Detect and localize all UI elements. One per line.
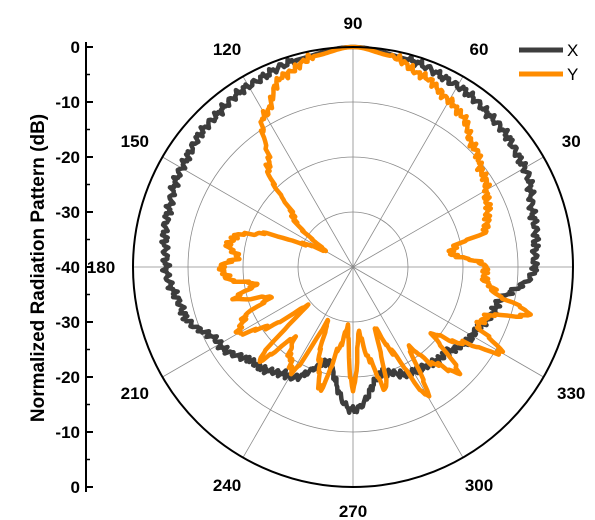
polar-grid — [133, 47, 573, 487]
radial-axis-label: -10 — [55, 93, 80, 112]
radial-axis: 0 -10 -20 -30 -40 -30 -20 -10 0 — [55, 38, 93, 497]
series-line-x — [159, 44, 542, 415]
angle-label-180: 180 — [87, 258, 115, 277]
angle-label-30: 30 — [562, 132, 581, 151]
outer-circle — [132, 46, 574, 488]
grid-spoke — [352, 266, 544, 378]
series-line-y — [216, 44, 533, 399]
angle-label-240: 240 — [213, 476, 241, 495]
angle-label-300: 300 — [465, 476, 493, 495]
radial-axis-label: -30 — [55, 313, 80, 332]
radial-axis-label: 0 — [71, 478, 80, 497]
legend: XY — [519, 41, 578, 84]
radial-axis-label: -10 — [55, 423, 80, 442]
angle-label-90: 90 — [344, 14, 363, 33]
legend-label-y: Y — [567, 65, 578, 84]
grid-spoke — [242, 76, 354, 268]
radial-axis-label: -30 — [55, 203, 80, 222]
angle-label-120: 120 — [213, 40, 241, 59]
grid-spoke — [242, 266, 354, 458]
grid-spoke — [352, 76, 464, 268]
angle-label-60: 60 — [470, 40, 489, 59]
angle-label-270: 270 — [339, 502, 367, 520]
y-axis-title: Normalized Radiation Pattern (dB) — [28, 114, 49, 422]
radial-axis-label: -20 — [55, 148, 80, 167]
radial-axis-label: -20 — [55, 368, 80, 387]
radial-axis-label: 0 — [71, 38, 80, 57]
angle-label-330: 330 — [557, 384, 585, 403]
grid-spoke — [162, 266, 354, 378]
angle-label-150: 150 — [121, 132, 149, 151]
grid-spoke — [352, 266, 464, 458]
series-group — [159, 44, 542, 415]
radial-axis-label: -40 — [55, 258, 80, 277]
angle-label-210: 210 — [121, 384, 149, 403]
legend-label-x: X — [567, 41, 578, 60]
grid-spoke — [352, 156, 544, 268]
outer-circle-group — [132, 46, 574, 488]
angle-tick-labels: 0306090120150180210240270300330 — [87, 14, 586, 520]
